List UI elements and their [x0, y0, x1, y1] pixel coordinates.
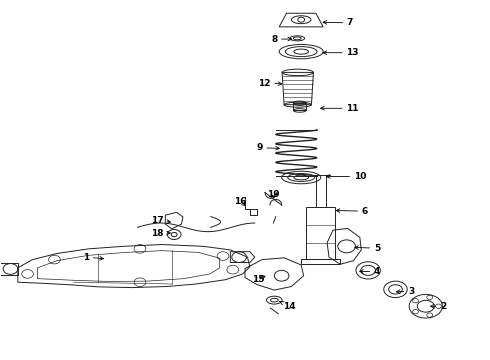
Text: 1: 1: [83, 253, 103, 262]
Text: 4: 4: [360, 267, 380, 276]
Text: 18: 18: [151, 229, 171, 238]
Text: 11: 11: [320, 104, 359, 113]
Text: 13: 13: [323, 48, 359, 57]
Text: 3: 3: [396, 287, 414, 296]
Text: 17: 17: [151, 216, 171, 225]
Text: 2: 2: [431, 302, 446, 311]
Text: 14: 14: [280, 301, 295, 311]
Text: 19: 19: [267, 190, 280, 199]
Text: 9: 9: [256, 143, 279, 152]
Text: 6: 6: [336, 207, 368, 216]
Text: 5: 5: [355, 244, 380, 253]
Text: 10: 10: [326, 172, 366, 181]
Text: 7: 7: [323, 18, 353, 27]
Text: 12: 12: [258, 79, 282, 88]
Text: 16: 16: [234, 197, 246, 206]
Text: 8: 8: [271, 35, 292, 44]
Text: 15: 15: [252, 275, 265, 284]
